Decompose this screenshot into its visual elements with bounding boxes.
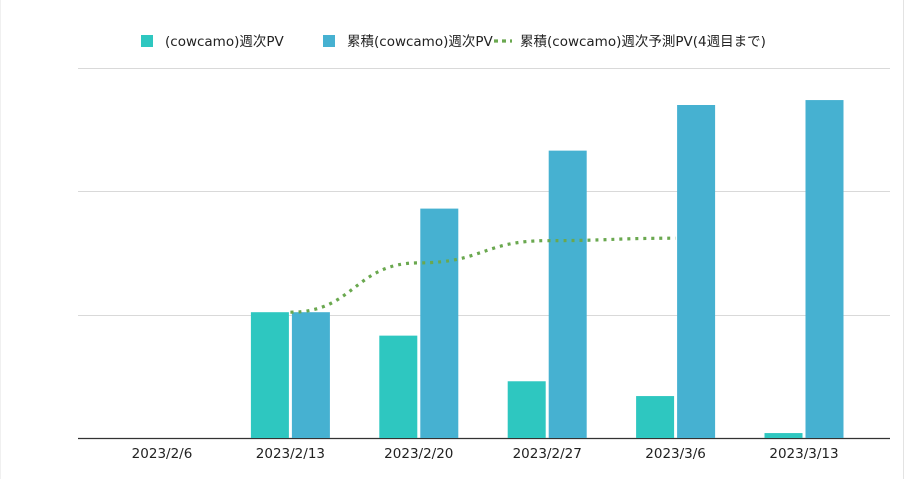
bar-cumulative-pv [291, 312, 330, 438]
legend: (cowcamo)週次PV 累積(cowcamo)週次PV 累積(cowcamo)週… [141, 34, 766, 50]
forecast-line-path [290, 236, 676, 314]
bar-cumulative-pv [677, 105, 716, 438]
bar-cumulative-pv [420, 208, 459, 438]
bar-weekly-pv [250, 312, 289, 438]
x-tick-label: 2023/2/27 [513, 446, 582, 462]
bar-cumulative-pv [805, 100, 844, 439]
x-tick-label: 2023/2/13 [256, 446, 325, 462]
x-axis-ticks: 2023/2/6 2023/2/13 2023/2/20 2023/2/27 2023/… [132, 446, 839, 462]
x-tick-label: 2023/3/13 [769, 446, 838, 462]
bar-weekly-pv [764, 433, 803, 438]
x-tick-label: 2023/2/6 [132, 446, 193, 462]
bar-weekly-pv [636, 396, 675, 438]
bars [250, 100, 844, 439]
legend-swatch [323, 35, 335, 47]
panel-left-border [0, 0, 1, 479]
x-tick-label: 2023/2/20 [384, 446, 453, 462]
gridlines [78, 68, 890, 440]
legend-label: 累積(cowcamo)週次PV [347, 34, 494, 50]
bar-weekly-pv [379, 335, 418, 438]
forecast-line [290, 236, 676, 314]
bar-cumulative-pv [548, 150, 587, 438]
x-tick-label: 2023/3/6 [645, 446, 706, 462]
legend-label: (cowcamo)週次PV [165, 34, 285, 50]
legend-swatch [141, 35, 153, 47]
bar-weekly-pv [507, 381, 546, 438]
legend-label: 累積(cowcamo)週次予測PV(4週目まで) [520, 34, 766, 50]
